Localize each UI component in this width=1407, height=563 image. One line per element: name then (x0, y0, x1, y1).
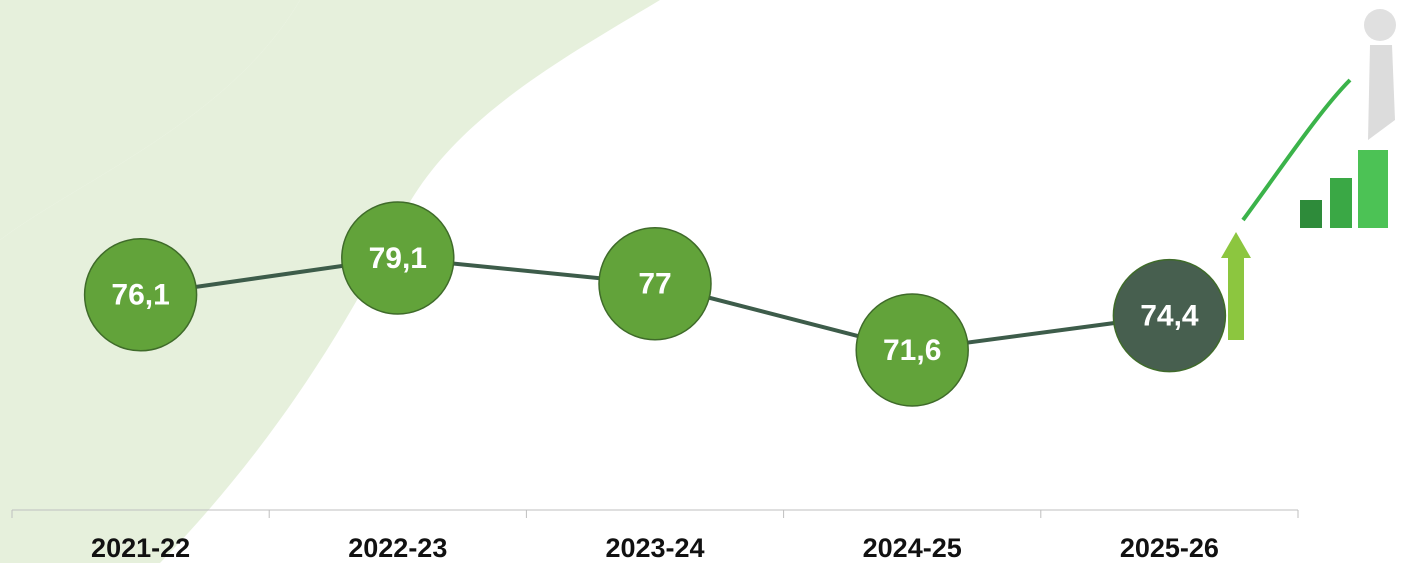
x-tick-label: 2024-25 (863, 533, 962, 563)
data-label: 71,6 (883, 334, 941, 367)
chart: 2021-22 2022-23 2023-24 2024-25 2025-26 76,1 7… (0, 0, 1407, 563)
data-label: 77 (638, 268, 671, 301)
x-tick-label: 2022-23 (348, 533, 447, 563)
x-tick-label: 2023-24 (605, 533, 704, 563)
x-tick-label: 2021-22 (91, 533, 190, 563)
data-label: 76,1 (111, 279, 169, 312)
data-label: 79,1 (369, 242, 427, 275)
decoration (1221, 9, 1396, 340)
data-label: 74,4 (1140, 300, 1199, 333)
x-tick-label: 2025-26 (1120, 533, 1219, 563)
